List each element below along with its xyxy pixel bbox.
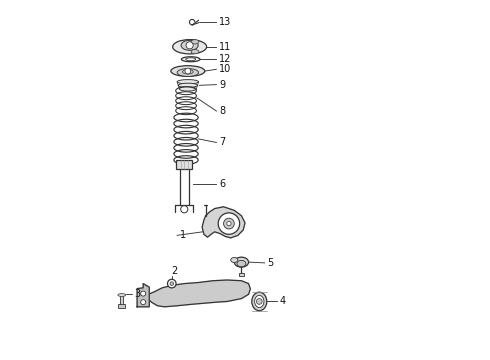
Ellipse shape [234,257,248,267]
Text: 12: 12 [220,54,232,64]
Polygon shape [147,280,250,307]
Circle shape [218,213,240,234]
Text: 10: 10 [220,64,232,74]
Ellipse shape [181,57,200,62]
Text: 3: 3 [134,289,141,298]
Ellipse shape [191,50,199,54]
Ellipse shape [191,40,199,44]
Text: 9: 9 [220,80,225,90]
Ellipse shape [172,40,207,54]
Ellipse shape [181,40,198,50]
Text: 1: 1 [180,230,186,240]
Polygon shape [202,207,245,238]
Circle shape [141,291,146,296]
Circle shape [223,218,234,229]
Text: 11: 11 [220,42,232,52]
Polygon shape [137,284,149,307]
Bar [239,273,245,276]
Circle shape [168,279,176,288]
Ellipse shape [118,294,126,296]
Circle shape [185,68,191,74]
Text: 8: 8 [220,106,225,116]
Ellipse shape [252,292,267,311]
Bar [176,160,192,169]
Circle shape [170,282,173,285]
Ellipse shape [231,257,238,262]
Ellipse shape [179,87,196,91]
Circle shape [141,300,146,305]
Ellipse shape [171,66,205,76]
Text: 4: 4 [280,296,286,306]
Text: 5: 5 [268,258,274,268]
Circle shape [256,298,262,304]
Text: 6: 6 [220,179,225,189]
Circle shape [181,206,188,213]
Circle shape [227,221,231,226]
Ellipse shape [186,58,196,61]
Ellipse shape [177,68,198,76]
Ellipse shape [178,83,197,87]
Ellipse shape [177,80,198,84]
Ellipse shape [255,296,264,307]
Bar [118,304,125,308]
Text: 7: 7 [220,138,225,148]
Ellipse shape [237,260,246,267]
Circle shape [186,42,193,49]
Text: 2: 2 [172,266,178,276]
Ellipse shape [182,69,193,74]
Text: 13: 13 [220,17,232,27]
Bar [121,295,123,305]
